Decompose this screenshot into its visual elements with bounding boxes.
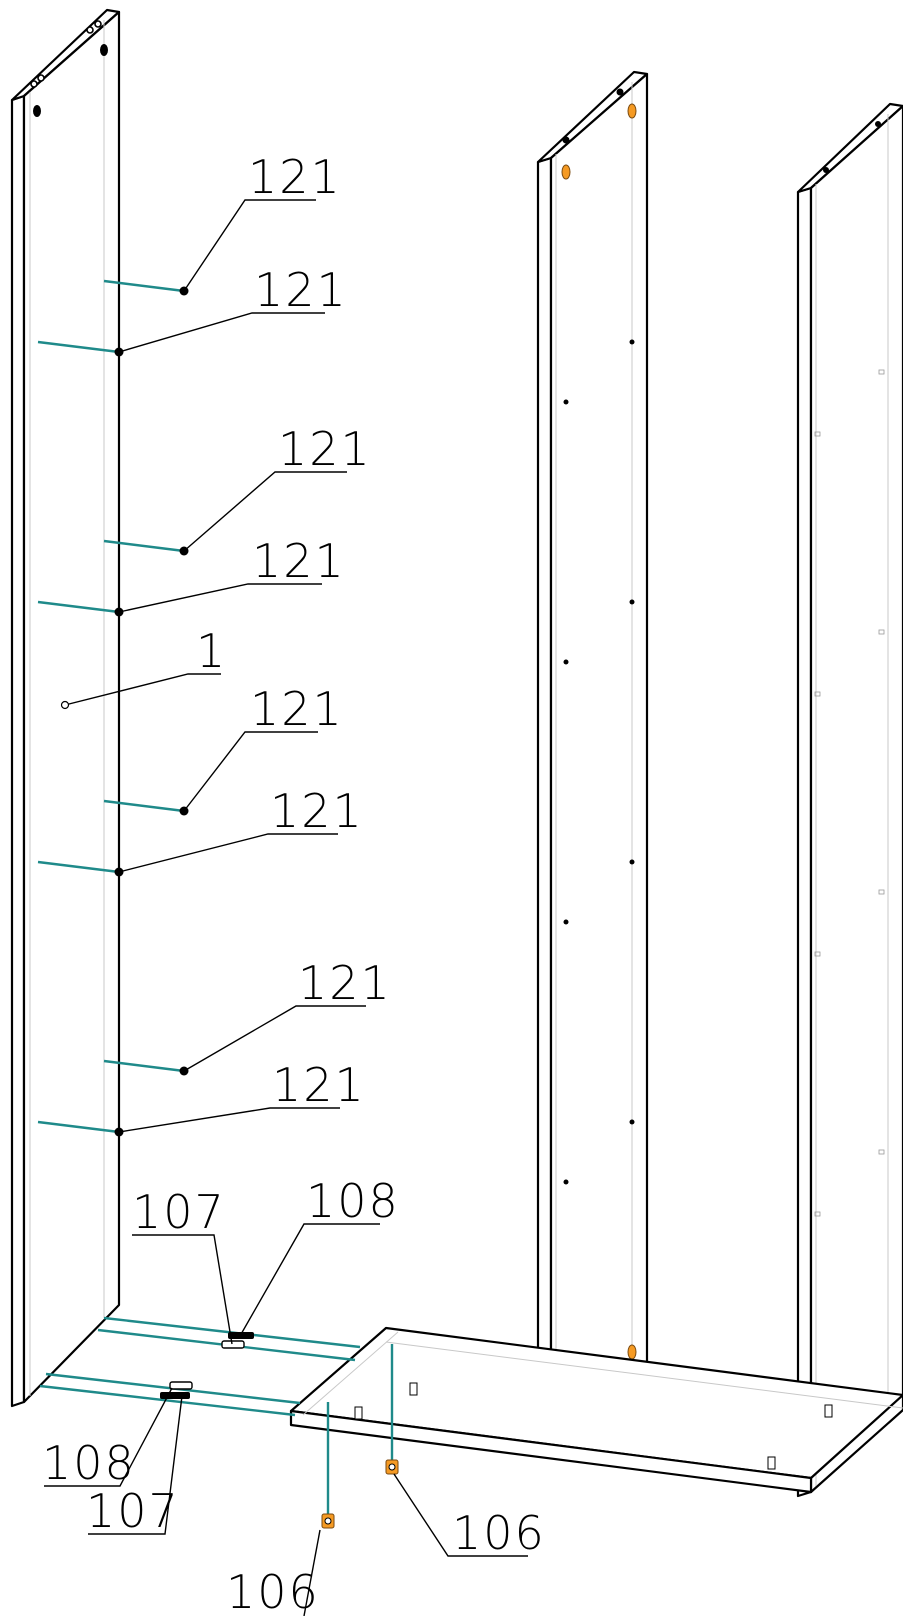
callout-106-right: 106 (452, 1506, 546, 1560)
middle-panel-front-edge (536, 156, 553, 1458)
callout-121-h: 121 (272, 1058, 366, 1112)
callout-106-left: 106 (226, 1565, 320, 1616)
callout-107-top: 107 (132, 1185, 226, 1239)
callout-108-bottom: 108 (42, 1436, 136, 1490)
left-side-panel (10, 8, 121, 1408)
callout-1: 1 (196, 624, 227, 678)
callout-121-f: 121 (270, 784, 364, 838)
callout-121-a: 121 (248, 150, 342, 204)
bottom-panel-front (289, 1409, 813, 1494)
callout-121-d: 121 (252, 534, 346, 588)
right-panel-front-edge (796, 186, 813, 1498)
left-panel-side (22, 10, 121, 1404)
left-panel-front-edge (10, 94, 26, 1408)
bottom-panel (289, 1326, 903, 1494)
callouts: 121 121 121 121 1 121 121 121 121 107 10… (42, 150, 546, 1616)
right-panel-side (809, 104, 903, 1494)
callout-121-g: 121 (298, 956, 392, 1010)
callout-107-bottom: 107 (86, 1484, 180, 1538)
callout-121-e: 121 (250, 682, 344, 736)
bottom-connectors (39, 1316, 399, 1529)
middle-panel (536, 70, 649, 1458)
callout-121-b: 121 (254, 263, 348, 317)
callout-108-top: 108 (306, 1174, 400, 1228)
right-panel (796, 102, 903, 1498)
middle-panel-side (549, 72, 649, 1454)
callout-121-c: 121 (278, 422, 372, 476)
